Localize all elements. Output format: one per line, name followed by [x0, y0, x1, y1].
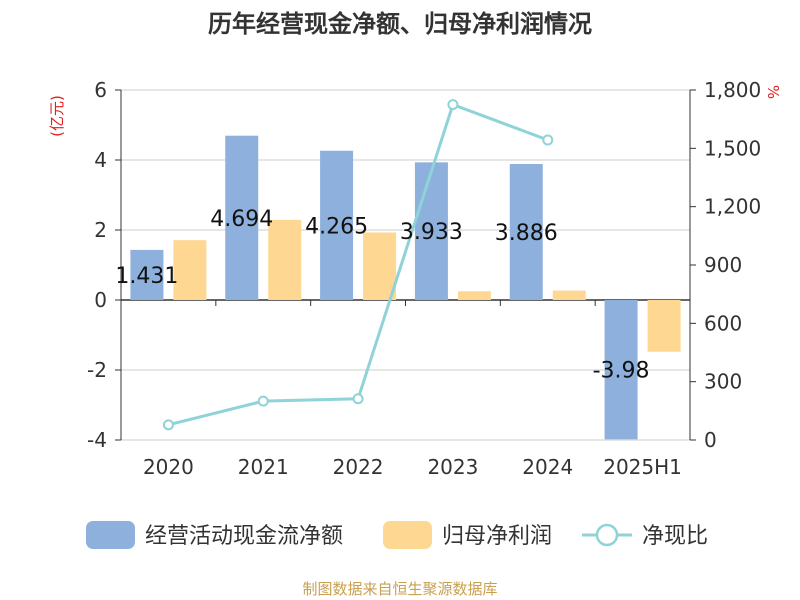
data-labels: 1.431 4.694 4.265 3.933 3.886 -3.98	[115, 207, 649, 384]
legend: 经营活动现金流净额 归母净利润 净现比	[86, 521, 708, 549]
right-axis-tick-label: 0	[704, 428, 717, 452]
category-label: 2021	[238, 455, 289, 479]
net-profit-bar	[647, 300, 681, 352]
right-axis-unit: %	[764, 85, 782, 99]
cashflow-value-label: -3.98	[593, 359, 650, 384]
legend-label-net-profit: 归母净利润	[442, 524, 552, 549]
bars	[130, 135, 681, 440]
ratio-point	[162, 419, 174, 431]
ratio-line	[162, 99, 554, 431]
net-profit-bar	[457, 291, 491, 300]
right-axis-tick-label: 300	[704, 370, 742, 394]
category-label: 2024	[522, 455, 573, 479]
right-axis-tick-label: 1,200	[704, 195, 761, 219]
ratio-point	[542, 134, 554, 146]
left-axis-tick-label: 4	[94, 148, 107, 172]
category-label: 2022	[333, 455, 384, 479]
cashflow-value-label: 1.431	[115, 264, 178, 289]
right-axis-tick-label: 600	[704, 311, 742, 335]
net-profit-bar	[268, 219, 302, 300]
net-profit-bar	[363, 232, 397, 300]
ratio-point	[257, 395, 269, 407]
left-axis-tick-label: 0	[94, 288, 107, 312]
legend-swatch-cashflow	[86, 521, 135, 549]
right-axis-tick-label: 1,800	[704, 78, 761, 102]
left-axis-tick-label: -2	[87, 358, 107, 382]
ratio-point	[352, 393, 364, 405]
cashflow-value-label: 4.694	[210, 207, 273, 232]
category-label: 2023	[427, 455, 478, 479]
left-axis-tick-label: -4	[87, 428, 107, 452]
cashflow-bar	[225, 135, 259, 300]
net-profit-bar	[552, 290, 586, 300]
cashflow-bar	[130, 249, 164, 300]
net-profit-bar	[173, 240, 207, 300]
chart-title: 历年经营现金净额、归母净利润情况	[208, 10, 592, 38]
grid-lines	[121, 89, 690, 441]
category-label: 2025H1	[603, 455, 682, 479]
right-axis-tick-label: 1,500	[704, 136, 761, 160]
cashflow-bar	[509, 163, 543, 300]
left-axis-unit: (亿元)	[48, 95, 66, 137]
cashflow-bar	[604, 300, 638, 440]
legend-swatch-ratio-marker	[595, 523, 619, 547]
right-axis-tick-label: 900	[704, 253, 742, 277]
cashflow-value-label: 3.933	[400, 220, 463, 245]
cashflow-bar	[320, 150, 354, 300]
cashflow-value-label: 4.265	[305, 214, 368, 239]
legend-label-cashflow: 经营活动现金流净额	[145, 524, 343, 549]
source-note: 制图数据来自恒生聚源数据库	[302, 580, 497, 598]
cashflow-value-label: 3.886	[495, 221, 558, 246]
legend-label-ratio: 净现比	[642, 524, 708, 549]
ratio-point	[447, 99, 459, 111]
legend-swatch-net-profit	[383, 521, 432, 549]
cashflow-bar	[414, 162, 448, 300]
axes: -4 -2 0 2 4 6 0 300 600 900 1,200 1,500 1,800 2020 202…	[87, 78, 761, 479]
category-label: 2020	[143, 455, 194, 479]
left-axis-tick-label: 2	[94, 218, 107, 242]
left-axis-tick-label: 6	[94, 78, 107, 102]
